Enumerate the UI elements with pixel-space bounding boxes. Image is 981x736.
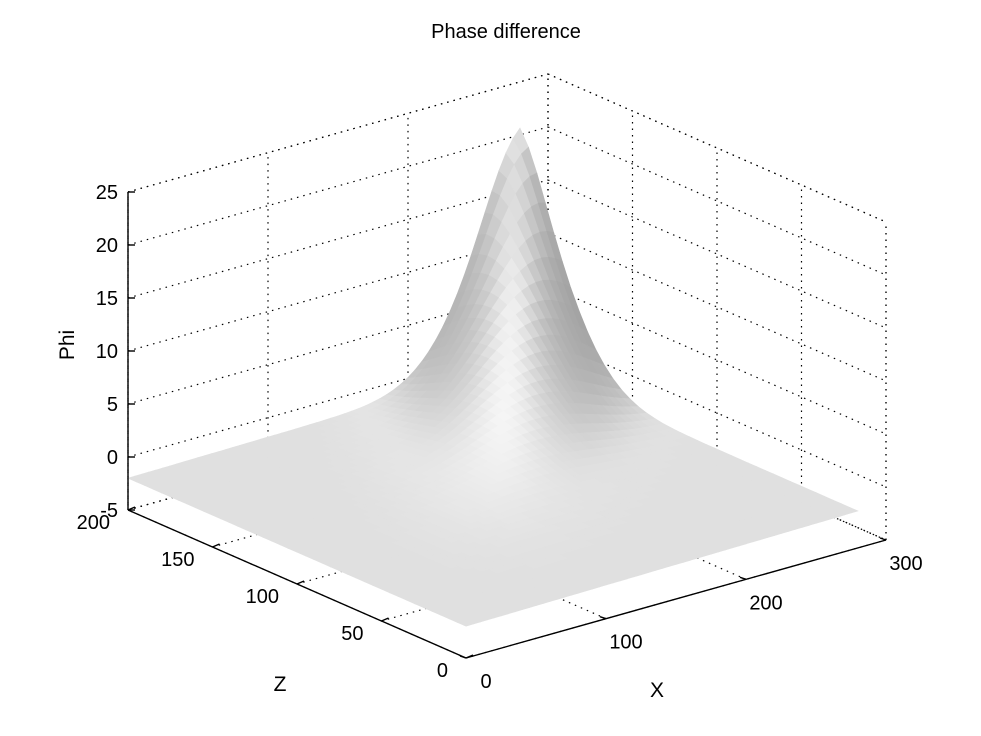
- x-tick-label: 300: [889, 553, 922, 575]
- x-tick-mark: [879, 537, 887, 541]
- x-tick-mark: [459, 655, 467, 659]
- z-tick-mark: [381, 617, 389, 622]
- phi-gridline: [547, 179, 887, 329]
- phi-tick-label: 5: [107, 394, 118, 416]
- phi-tick-label: 0: [107, 447, 118, 469]
- z-tick-mark: [296, 580, 305, 585]
- x-tick-mark: [599, 616, 607, 620]
- phi-gridline: [127, 232, 549, 352]
- phi-tick-label: 10: [96, 341, 118, 363]
- phase-surface: [127, 127, 859, 627]
- y-axis-title: Z: [274, 673, 287, 696]
- box-edge: [547, 73, 887, 223]
- chart-title: Phase difference: [431, 21, 581, 43]
- x-tick-mark: [739, 576, 747, 580]
- surface-patch: [841, 506, 859, 514]
- z-tick-mark: [212, 543, 220, 548]
- phi-gridline: [127, 179, 549, 299]
- z-tick-label: 50: [341, 623, 363, 645]
- phi-tick-label: -5: [100, 500, 118, 522]
- z-axis-title: Phi: [56, 330, 79, 360]
- x-tick-label: 0: [480, 671, 491, 693]
- x-tick-label: 200: [749, 592, 782, 614]
- phi-gridline: [547, 73, 887, 223]
- x-axis-line: [465, 539, 887, 659]
- x-tick-label: 100: [609, 632, 642, 654]
- phi-gridline: [127, 285, 549, 405]
- phi-tick-label: 20: [96, 235, 118, 257]
- phi-gridline: [127, 338, 549, 458]
- phi-gridline: [127, 73, 549, 193]
- z-tick-label: 200: [77, 512, 110, 534]
- z-tick-label: 0: [437, 660, 448, 682]
- z-tick-label: 100: [246, 586, 279, 608]
- phi-gridline: [127, 126, 549, 246]
- phi-tick-label: 15: [96, 288, 118, 310]
- x-axis-title: X: [650, 679, 664, 702]
- phi-gridline: [547, 126, 887, 276]
- phi-tick-label: 25: [96, 182, 118, 204]
- z-tick-label: 150: [161, 549, 194, 571]
- z-tick-mark: [465, 654, 474, 659]
